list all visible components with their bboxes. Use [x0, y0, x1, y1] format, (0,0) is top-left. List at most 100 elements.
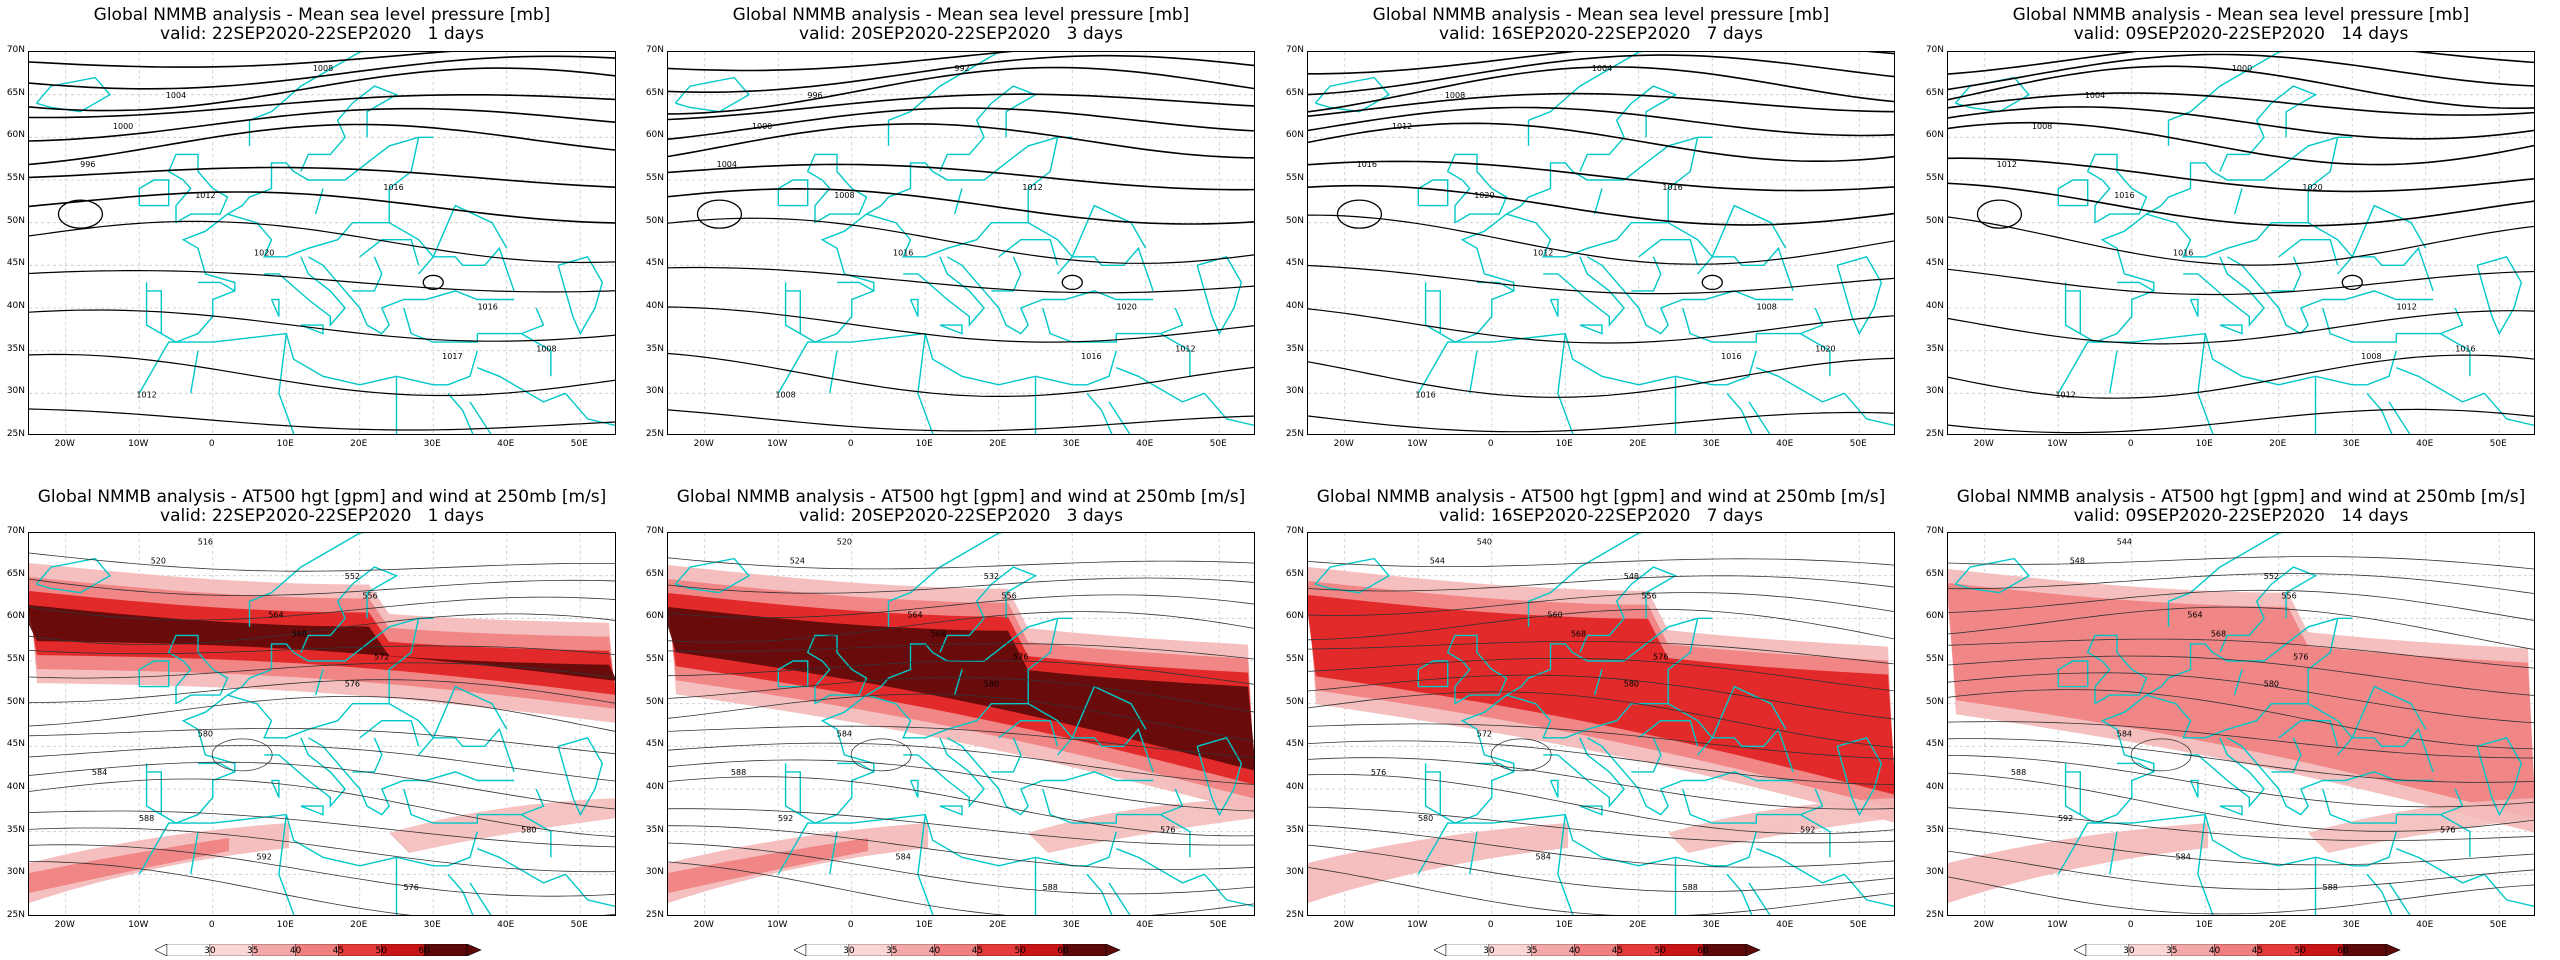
geopotential-contour	[1308, 774, 1894, 834]
coastline	[1417, 813, 1757, 875]
isobar-label: 1008	[834, 191, 854, 200]
coastline	[837, 281, 875, 292]
coastline	[866, 213, 1073, 258]
longitude-tick-label: 40E	[2416, 439, 2434, 449]
coastline	[1748, 882, 1771, 915]
coastline	[1071, 685, 1147, 739]
coastline	[1543, 256, 1626, 327]
latitude-tick-label: 70N	[645, 526, 664, 536]
longitude-tick-label: 40E	[2416, 920, 2434, 930]
panel-title: Global NMMB analysis - Mean sea level pr…	[28, 6, 616, 44]
coastline	[403, 307, 478, 343]
coastline	[2388, 401, 2411, 434]
isobar-line	[1948, 121, 2534, 166]
latitude-tick-label: 60N	[645, 611, 664, 622]
coastline	[300, 805, 324, 816]
coastline	[167, 153, 229, 224]
coastline	[167, 634, 229, 705]
coastline	[1042, 307, 1117, 343]
latitude-tick-label: 25N	[645, 910, 664, 920]
height-contour-label: 580	[2264, 680, 2279, 689]
height-contour-label: 584	[837, 730, 852, 739]
height-contour-label: 588	[1043, 883, 1058, 892]
coastline	[2057, 179, 2089, 207]
isobar-label: 1008	[2032, 122, 2052, 131]
latitude-tick-label: 35N	[1285, 343, 1304, 354]
longitude-tick-label: 50E	[2489, 439, 2507, 449]
longitude-tick-label: 0	[847, 920, 854, 930]
latitude-tick-label: 25N	[1925, 429, 1944, 439]
longitude-tick-label: 20E	[989, 439, 1007, 449]
panel-title: Global NMMB analysis - Mean sea level pr…	[1307, 6, 1895, 44]
isobar-line	[1948, 216, 2534, 266]
coastline	[1446, 634, 1508, 705]
coastline	[432, 204, 508, 258]
geopotential-contour	[1308, 806, 1894, 844]
isobar-line	[1308, 357, 1894, 398]
coastline	[2219, 805, 2243, 816]
coastline	[998, 239, 1059, 266]
coastline	[2219, 85, 2318, 172]
coastline	[866, 694, 1073, 739]
latitude-tick-label: 45N	[1925, 739, 1944, 750]
longitude-tick-label: 10W	[767, 920, 788, 930]
isobar-line	[1308, 106, 1894, 137]
coastline	[2396, 307, 2464, 335]
geopotential-contour	[668, 808, 1254, 846]
mslp-map: 1004 1008 1012 1016 1020 1016 1012 1008 1016 1020…	[1307, 51, 1895, 435]
closed-isobar	[1061, 274, 1083, 291]
coastline	[138, 813, 478, 875]
geopotential-contour	[668, 693, 1254, 742]
latitude-tick-label: 50N	[1285, 215, 1304, 226]
isobar-label: 1020	[1474, 191, 1494, 200]
longitude-tick-label: 50E	[1849, 439, 1867, 449]
closed-height-contour	[211, 738, 273, 772]
latitude-tick-label: 65N	[1925, 568, 1944, 579]
jet-wind-shading	[29, 605, 615, 681]
longitude-tick-label: 20E	[989, 920, 1007, 930]
geopotential-contour	[29, 861, 615, 915]
coastline	[388, 137, 420, 223]
coastline	[909, 298, 919, 317]
coastline	[248, 533, 434, 627]
panel-title-text: Global NMMB analysis - AT500 hgt [gpm] a…	[1316, 487, 1886, 507]
latitude-tick-label: 55N	[6, 173, 25, 183]
panel-valid-period: valid: 09SEP2020-22SEP2020 14 days	[2073, 24, 2409, 44]
panel-title-text: Global NMMB analysis - Mean sea level pr…	[732, 5, 1190, 25]
isobar-label: 1012	[1533, 249, 1553, 258]
latitude-tick-label: 30N	[1925, 386, 1944, 397]
isobar-label: 1012	[1022, 183, 1042, 192]
coastline	[1593, 188, 1603, 215]
coastline	[777, 813, 1117, 875]
coastline	[138, 660, 170, 688]
isobar-label: 1008	[775, 391, 795, 400]
height-contour-label: 584	[2176, 852, 2191, 861]
latitude-tick-label: 25N	[6, 429, 25, 439]
geopotential-contour	[1948, 738, 2534, 783]
coastline	[388, 618, 420, 704]
closed-isobar	[1701, 274, 1723, 291]
longitude-tick-label: 0	[1487, 920, 1494, 930]
isobar-line	[668, 306, 1254, 343]
colorbar-tick-label: 30	[204, 946, 216, 956]
coastline	[2183, 737, 2266, 808]
longitude-tick-label: 40E	[1136, 439, 1154, 449]
isobar-label: 1000	[2232, 64, 2252, 73]
coastline	[1203, 873, 1254, 908]
coastline	[2351, 685, 2427, 739]
coastline	[557, 736, 604, 817]
coastline	[521, 813, 552, 858]
coastline	[2483, 392, 2534, 427]
longitude-tick-label: 50E	[1209, 920, 1227, 930]
latitude-tick-label: 45N	[6, 258, 25, 269]
latitude-tick-label: 60N	[1925, 130, 1944, 141]
isobar-line	[668, 163, 1254, 191]
height-contour-label: 520	[151, 557, 166, 566]
isobar-line	[668, 93, 1254, 121]
coastline	[2064, 136, 2353, 343]
coastline	[300, 566, 399, 653]
z500-map: 544 548 552 556 564 568 576 580 584 588 592 584 588 5…	[1947, 532, 2535, 916]
colorbar-lower-triangle	[1433, 943, 1447, 957]
coastline	[278, 814, 295, 915]
colorbar-tick-label: 60	[1697, 946, 1709, 956]
